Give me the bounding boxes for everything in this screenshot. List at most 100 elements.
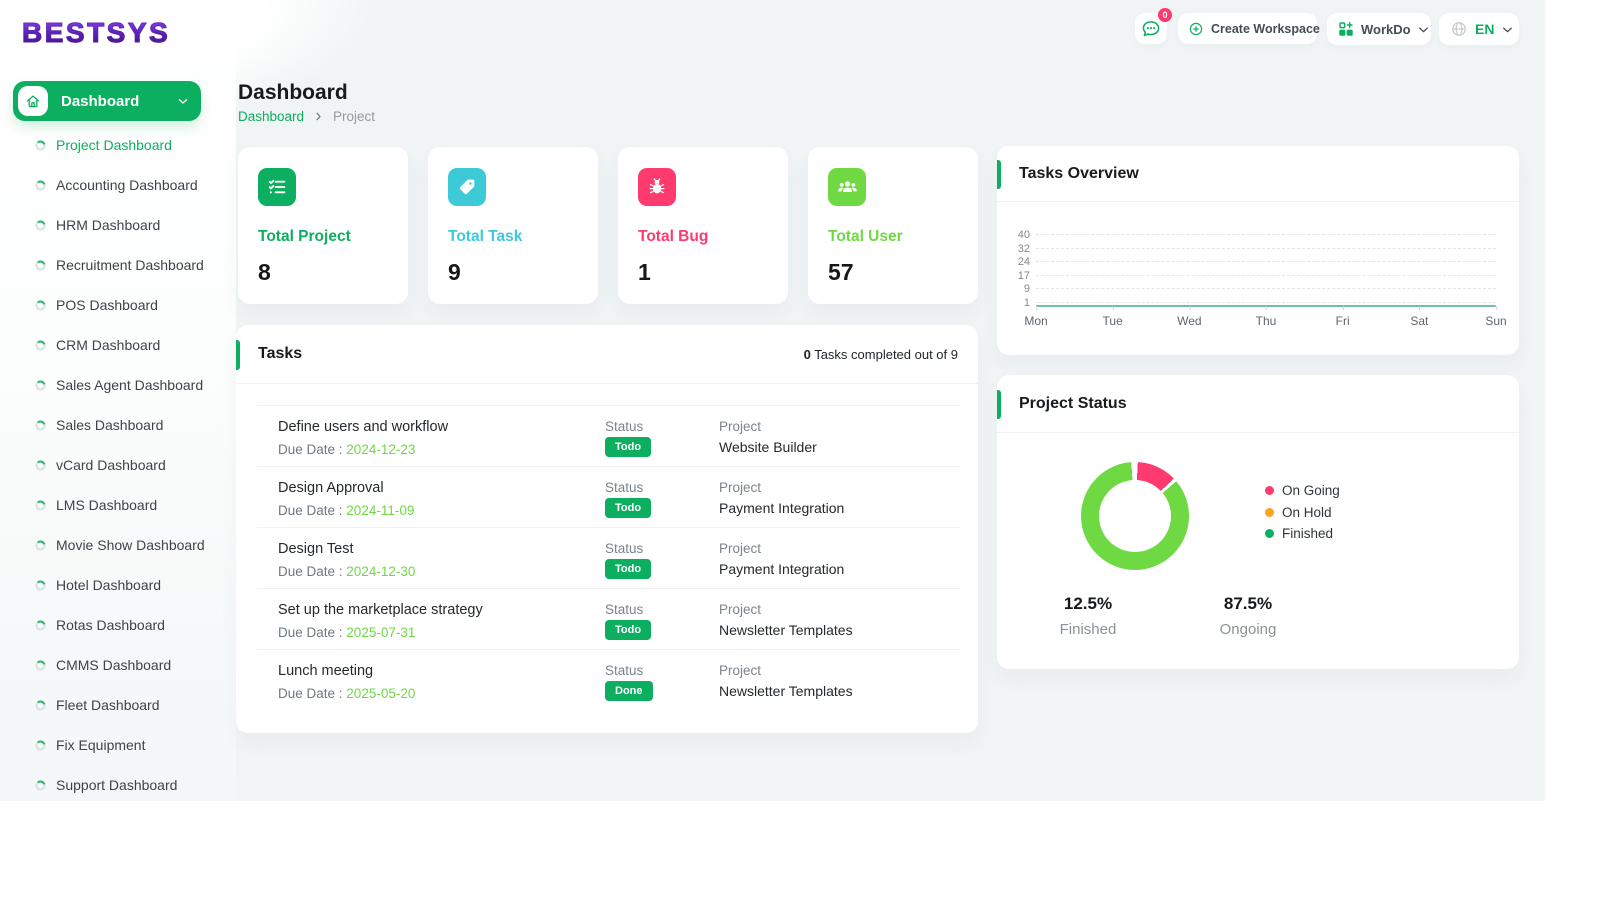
- sidebar-item[interactable]: CRM Dashboard: [0, 325, 236, 365]
- chart-grid: 40 32 24: [1000, 229, 1496, 316]
- sidebar-item[interactable]: HRM Dashboard: [0, 205, 236, 245]
- x-axis-label: Mon: [1024, 306, 1048, 328]
- task-row[interactable]: Set up the marketplace strategy Due Date…: [257, 588, 960, 649]
- stat-value: 8: [258, 259, 271, 285]
- sidebar-item[interactable]: Project Dashboard: [0, 125, 236, 165]
- status-badge: Todo: [605, 620, 652, 640]
- project-column-label: Project: [719, 602, 762, 617]
- chart-grid-row: 40: [1000, 229, 1496, 249]
- tag-icon: [448, 168, 486, 206]
- sidebar-item[interactable]: Accounting Dashboard: [0, 165, 236, 205]
- brand-logo-text: BESTSYS: [21, 17, 171, 49]
- y-axis-label: 17: [1017, 269, 1030, 282]
- sidebar-item[interactable]: Rotas Dashboard: [0, 605, 236, 645]
- legend-item[interactable]: On Going: [1265, 480, 1340, 502]
- project-name: Payment Integration: [719, 500, 845, 516]
- status-badge: Todo: [605, 559, 652, 579]
- ongoing-percentage: 87.5%: [1223, 594, 1273, 613]
- status-badge: Done: [605, 681, 653, 701]
- sidebar-item[interactable]: LMS Dashboard: [0, 485, 236, 525]
- stat-label: Total Task: [448, 228, 523, 245]
- workspace-dropdown[interactable]: WorkDo: [1327, 13, 1431, 45]
- app-root: BESTSYS Dashboard: [0, 0, 1545, 801]
- task-status-col: Status Todo: [605, 479, 719, 527]
- messages-badge: 0: [1158, 8, 1172, 22]
- task-row[interactable]: Lunch meeting Due Date : 2025-05-20 Stat…: [257, 649, 960, 710]
- gridline: [1036, 288, 1496, 289]
- sidebar-item-label: Accounting Dashboard: [56, 177, 198, 193]
- workspace-name: WorkDo: [1361, 21, 1411, 37]
- y-axis-label: 9: [1023, 283, 1030, 295]
- tasks-overview-chart: 40 32 24: [997, 202, 1519, 355]
- stat-label: Total Bug: [638, 228, 709, 245]
- task-project-col: Project Newsletter Templates: [719, 662, 853, 710]
- language-dropdown[interactable]: EN: [1439, 13, 1519, 45]
- task-name: Lunch meeting: [278, 663, 374, 679]
- task-status-col: Status Todo: [605, 601, 719, 649]
- sidebar-item[interactable]: Sales Dashboard: [0, 405, 236, 445]
- create-workspace-button[interactable]: Create Workspace: [1178, 13, 1320, 44]
- project-status-title: Project Status: [1019, 394, 1127, 412]
- legend-dot: [1265, 507, 1274, 517]
- messages-button[interactable]: 0: [1135, 8, 1172, 44]
- task-row[interactable]: Design Approval Due Date : 2024-11-09 St…: [257, 466, 960, 527]
- sidebar-item-label: vCard Dashboard: [56, 457, 166, 473]
- sidebar-item[interactable]: CMMS Dashboard: [0, 645, 236, 685]
- project-name: Website Builder: [719, 439, 817, 455]
- workspace-grid-icon: [1339, 21, 1353, 36]
- language-code: EN: [1475, 21, 1495, 37]
- sidebar-item[interactable]: Support Dashboard: [0, 765, 236, 801]
- task-due: Due Date : 2025-07-31: [278, 624, 605, 642]
- sidebar-item-label: Sales Dashboard: [56, 417, 164, 433]
- axis-tick: [1419, 306, 1421, 310]
- project-column-label: Project: [719, 663, 762, 678]
- task-status-col: Status Todo: [605, 418, 719, 466]
- chat-icon: [1142, 20, 1160, 36]
- sidebar-item[interactable]: Hotel Dashboard: [0, 565, 236, 605]
- finished-percentage-block: 12.5% Finished: [1028, 594, 1148, 638]
- sidebar-item[interactable]: POS Dashboard: [0, 285, 236, 325]
- sidebar-item[interactable]: Fleet Dashboard: [0, 685, 236, 725]
- sidebar-item-label: Rotas Dashboard: [56, 617, 165, 633]
- brand-logo[interactable]: BESTSYS: [21, 17, 171, 49]
- stat-label: Total Project: [258, 228, 351, 245]
- project-column-label: Project: [719, 541, 762, 556]
- sidebar-item-label: Recruitment Dashboard: [56, 257, 204, 273]
- sidebar-item[interactable]: Fix Equipment: [0, 725, 236, 765]
- status-badge: Todo: [605, 498, 652, 518]
- chevron-down-icon: [177, 95, 189, 107]
- sidebar-item[interactable]: Movie Show Dashboard: [0, 525, 236, 565]
- create-workspace-label: Create Workspace: [1211, 21, 1320, 36]
- breadcrumb-dashboard-link[interactable]: Dashboard: [238, 109, 305, 124]
- task-due: Due Date : 2024-12-23: [278, 441, 605, 459]
- main-content: Dashboard Dashboard Project Total Projec…: [236, 0, 1519, 801]
- sidebar-item[interactable]: vCard Dashboard: [0, 445, 236, 485]
- project-column-label: Project: [719, 419, 762, 434]
- task-main-col: Design Approval Due Date : 2024-11-09: [278, 479, 605, 527]
- status-badge: Todo: [605, 437, 652, 457]
- ongoing-label: Ongoing: [1219, 621, 1277, 638]
- checklist-icon: [258, 168, 296, 206]
- task-due: Due Date : 2024-12-30: [278, 563, 605, 581]
- task-project-col: Project Newsletter Templates: [719, 601, 853, 649]
- circle-bullet-icon: [35, 779, 46, 791]
- circle-bullet-icon: [35, 739, 46, 751]
- due-date-value: 2024-12-30: [346, 564, 416, 579]
- task-row[interactable]: Define users and workflow Due Date : 202…: [257, 405, 960, 466]
- dashboard-menu-button[interactable]: Dashboard: [13, 81, 201, 121]
- sidebar-item[interactable]: Sales Agent Dashboard: [0, 365, 236, 405]
- task-row[interactable]: Design Test Due Date : 2024-12-30 Status…: [257, 527, 960, 588]
- task-project-col: Project Payment Integration: [719, 479, 844, 527]
- breadcrumb: Dashboard Project: [238, 109, 375, 124]
- legend-item[interactable]: On Hold: [1265, 502, 1340, 524]
- circle-bullet-icon: [35, 339, 46, 351]
- due-date-label: Due Date :: [278, 686, 347, 701]
- sidebar-item[interactable]: Recruitment Dashboard: [0, 245, 236, 285]
- sidebar-menu: Project Dashboard Accounting Dashboard: [0, 125, 236, 801]
- circle-bullet-icon: [35, 259, 46, 271]
- legend-item[interactable]: Finished: [1265, 523, 1340, 545]
- axis-tick: [1036, 306, 1037, 310]
- dashboard-menu-label: Dashboard: [61, 92, 140, 110]
- users-icon: [828, 168, 866, 206]
- task-list: Define users and workflow Due Date : 202…: [257, 405, 960, 710]
